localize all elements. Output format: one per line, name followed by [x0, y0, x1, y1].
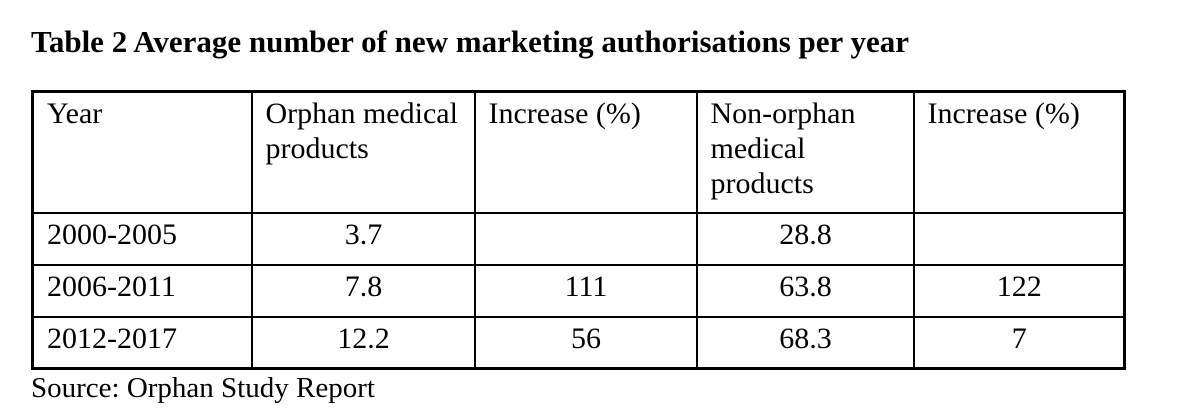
header-increase-non-orphan: Increase (%)	[912, 90, 1126, 214]
table-row: 2000-2005 3.7 28.8	[31, 211, 1126, 266]
table-row: 2006-2011 7.8 111 63.8 122	[31, 263, 1126, 318]
year-cell: 2000-2005	[31, 211, 253, 266]
value-cell: 122	[912, 263, 1126, 318]
source-caption: Source: Orphan Study Report	[31, 372, 375, 404]
value-cell: 7.8	[250, 263, 476, 318]
value-cell: 56	[473, 315, 698, 370]
value-cell	[912, 211, 1126, 266]
value-cell: 63.8	[695, 263, 915, 318]
header-year: Year	[31, 90, 253, 214]
year-cell: 2012-2017	[31, 315, 253, 370]
value-cell: 111	[473, 263, 698, 318]
value-cell: 7	[912, 315, 1126, 370]
year-cell: 2006-2011	[31, 263, 253, 318]
header-row: Year Orphan medical products Increase (%…	[31, 90, 1126, 214]
header-non-orphan-products: Non-orphan medical products	[695, 90, 915, 214]
value-cell: 68.3	[695, 315, 915, 370]
data-table: Year Orphan medical products Increase (%…	[31, 90, 1126, 370]
value-cell: 3.7	[250, 211, 476, 266]
value-cell	[473, 211, 698, 266]
table-row: 2012-2017 12.2 56 68.3 7	[31, 315, 1126, 370]
value-cell: 12.2	[250, 315, 476, 370]
header-increase-orphan: Increase (%)	[473, 90, 698, 214]
value-cell: 28.8	[695, 211, 915, 266]
table-title: Table 2 Average number of new marketing …	[31, 24, 910, 59]
header-orphan-products: Orphan medical products	[250, 90, 476, 214]
